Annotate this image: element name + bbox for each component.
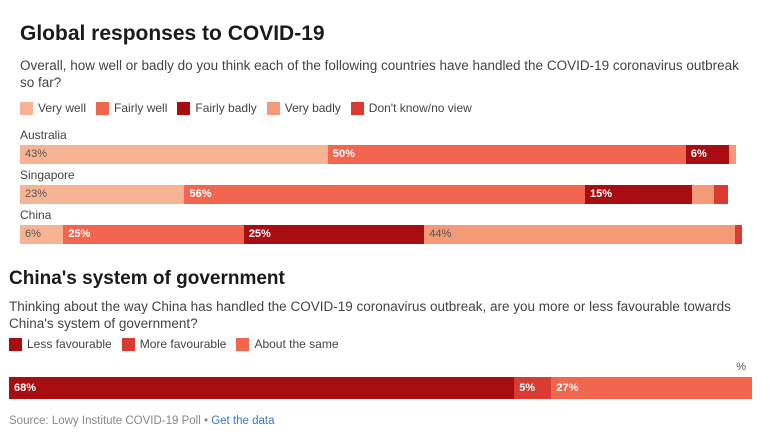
legend-label: About the same <box>254 337 339 351</box>
legend-label: Less favourable <box>27 337 112 351</box>
bar-segment[interactable] <box>514 377 552 399</box>
legend-label: More favourable <box>139 337 227 351</box>
data-label: 68% <box>14 382 37 394</box>
source-text: Source: Lowy Institute COVID-19 Poll <box>9 415 201 427</box>
legend-swatch <box>9 337 22 351</box>
legend-label: Fairly well <box>114 101 168 115</box>
stacked-bar-china-system[interactable]: 68% 5% 27% <box>9 377 752 399</box>
data-label: 25% <box>248 228 271 240</box>
stacked-bar-australia[interactable]: 43% 50% 6% <box>20 145 736 164</box>
legend-item[interactable]: More favourable <box>121 337 227 351</box>
source-note: Source: Lowy Institute COVID-19 Poll • G… <box>9 415 274 427</box>
legend-swatch <box>20 101 33 115</box>
legend-label: Very badly <box>284 101 341 115</box>
data-label: 27% <box>556 382 579 394</box>
legend-swatch <box>350 101 364 115</box>
bar-segment[interactable] <box>184 185 585 204</box>
legend-swatch <box>266 101 280 115</box>
chart-legend: Very well Fairly well Fairly badly Very bad… <box>20 101 482 115</box>
bar-segment[interactable] <box>713 185 728 204</box>
legend-item[interactable]: Less favourable <box>9 337 112 351</box>
data-label: 50% <box>332 148 355 160</box>
source-separator: • <box>203 415 208 427</box>
bar-segment[interactable] <box>692 185 714 204</box>
data-label: 56% <box>189 188 212 200</box>
row-label-singapore: Singapore <box>20 168 75 182</box>
bar-segment[interactable] <box>551 377 752 399</box>
legend-item[interactable]: Fairly well <box>96 101 167 115</box>
chart-title: China's system of government <box>9 268 285 289</box>
legend-item[interactable]: Very well <box>20 101 86 115</box>
stacked-bar-china[interactable]: 6% 25% 25% 44% <box>20 225 742 244</box>
bar-segment[interactable] <box>734 225 742 244</box>
bar-segment[interactable] <box>20 225 64 244</box>
bar-segment[interactable] <box>327 145 686 164</box>
legend-swatch <box>96 101 110 115</box>
get-data-link[interactable]: Get the data <box>211 415 275 427</box>
legend-swatch <box>236 337 250 351</box>
bar-segment[interactable] <box>243 225 425 244</box>
bar-segment[interactable] <box>63 225 244 244</box>
stacked-bar-singapore[interactable]: 23% 56% 15% <box>20 185 728 204</box>
legend-label: Very well <box>38 101 87 115</box>
unit-label: % <box>736 361 746 373</box>
chart-subtitle: Overall, how well or badly do you think … <box>20 58 739 90</box>
data-label: 15% <box>589 188 612 200</box>
bar-segment[interactable] <box>9 377 515 399</box>
data-label: 6% <box>690 148 707 160</box>
legend-item[interactable]: Fairly badly <box>177 101 257 115</box>
row-label-australia: Australia <box>20 128 67 142</box>
legend-label: Don't know/no view <box>368 101 472 115</box>
legend-swatch <box>121 337 135 351</box>
data-label: 23% <box>25 188 48 200</box>
bar-segment[interactable] <box>20 145 328 164</box>
bar-segment[interactable] <box>584 185 693 204</box>
data-label: 6% <box>25 228 41 240</box>
bar-segment[interactable] <box>424 225 735 244</box>
chart-legend: Less favourable More favourable About the … <box>9 337 349 351</box>
data-label: 5% <box>519 382 536 394</box>
chart-subtitle: Thinking about the way China has handled… <box>9 299 731 331</box>
legend-item[interactable]: About the same <box>236 337 339 351</box>
data-label: 25% <box>68 228 91 240</box>
legend-label: Fairly badly <box>195 101 257 115</box>
bar-segment[interactable] <box>685 145 729 164</box>
bar-segment[interactable] <box>728 145 736 164</box>
bar-segment[interactable] <box>20 185 185 204</box>
data-label: 44% <box>429 228 452 240</box>
legend-swatch <box>177 101 191 115</box>
legend-item[interactable]: Don't know/no view <box>350 101 472 115</box>
data-label: 43% <box>25 148 48 160</box>
legend-item[interactable]: Very badly <box>266 101 341 115</box>
chart-title: Global responses to COVID-19 <box>20 22 325 45</box>
row-label-china: China <box>20 208 52 222</box>
